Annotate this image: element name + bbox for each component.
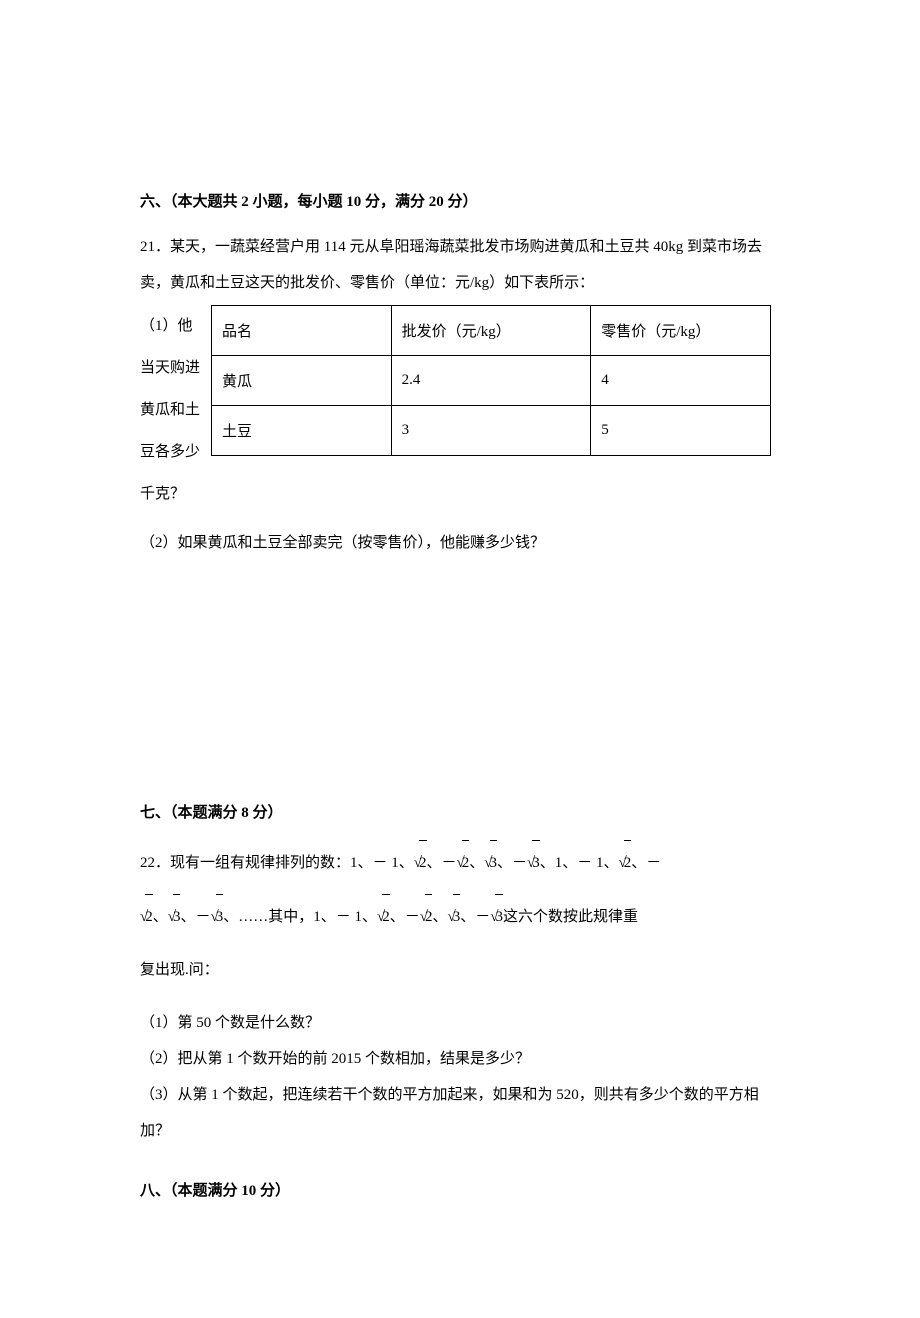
problem-22-line3: 复出现.问： (140, 948, 780, 993)
problem-22-subquestions: （1）第 50 个数是什么数？ （2）把从第 1 个数开始的前 2015 个数相… (140, 1005, 780, 1149)
l2-p3: 、……其中，1、－ 1、 (223, 909, 377, 925)
sqrt-2-icon: √2 (420, 894, 433, 940)
problem-22-line2: √2、√3、－√3、……其中，1、－ 1、√2、－√2、√3、－√3这六个数按此… (140, 894, 780, 940)
sqrt-2-icon: √2 (619, 840, 632, 886)
cell-potato-name: 土豆 (212, 406, 392, 456)
table-row-cucumber: 黄瓜 2.4 4 (212, 356, 771, 406)
seq-intro: 22．现有一组有规律排列的数：1、－ 1、 (140, 855, 414, 871)
table-header-row: 品名 批发价（元/kg） 零售价（元/kg） (212, 306, 771, 356)
sqrt-3-icon: √3 (448, 894, 461, 940)
sqrt-2-icon: √2 (377, 894, 390, 940)
section-8: 八、（本题满分 10 分） (140, 1179, 780, 1200)
sqrt-3-icon: √3 (527, 840, 540, 886)
section-6: 六、（本大题共 2 小题，每小题 10 分，满分 20 分） 21．某天，一蔬菜… (140, 190, 780, 561)
problem-22-line1: 22．现有一组有规律排列的数：1、－ 1、√2、－√2、√3、－√3、1、－ 1… (140, 840, 780, 886)
l2-p2: 、－ (180, 909, 210, 925)
section-7-title: 七、（本题满分 8 分） (140, 801, 780, 822)
sqrt-2-icon: √2 (140, 894, 153, 940)
l2-p6: 、－ (460, 909, 490, 925)
header-retail: 零售价（元/kg） (591, 306, 771, 356)
seq-p1: 、－ (427, 855, 457, 871)
sqrt-3-icon: √3 (211, 894, 224, 940)
header-wholesale: 批发价（元/kg） (391, 306, 591, 356)
sqrt-2-icon: √2 (457, 840, 470, 886)
section-7: 七、（本题满分 8 分） 22．现有一组有规律排列的数：1、－ 1、√2、－√2… (140, 801, 780, 1149)
cell-potato-wholesale: 3 (391, 406, 591, 456)
cell-potato-retail: 5 (591, 406, 771, 456)
sqrt-3-icon: √3 (490, 894, 503, 940)
seq-p3: 、－ (497, 855, 527, 871)
sqrt-2-icon: √2 (414, 840, 427, 886)
l2-p4: 、－ (390, 909, 420, 925)
price-table: 品名 批发价（元/kg） 零售价（元/kg） 黄瓜 2.4 4 土豆 3 5 (211, 305, 771, 456)
problem-21-body: （1）他当天购进黄瓜和土豆各多少千克？ 品名 批发价（元/kg） 零售价（元/k… (140, 305, 780, 515)
seq-p5: 、－ (631, 855, 661, 871)
cell-cucumber-name: 黄瓜 (212, 356, 392, 406)
problem-22-q3: （3）从第 1 个数起，把连续若干个数的平方加起来，如果和为 520，则共有多少… (140, 1077, 780, 1149)
problem-21-intro: 21．某天，一蔬菜经营户用 114 元从阜阳瑶海蔬菜批发市场购进黄瓜和土豆共 4… (140, 229, 780, 301)
problem-21-q1: （1）他当天购进黄瓜和土豆各多少千克？ (140, 305, 205, 515)
problem-22-q1: （1）第 50 个数是什么数？ (140, 1005, 780, 1041)
problem-21-q2: （2）如果黄瓜和土豆全部卖完（按零售价），他能赚多少钱？ (140, 525, 780, 561)
sqrt-3-icon: √3 (168, 894, 181, 940)
cell-cucumber-wholesale: 2.4 (391, 356, 591, 406)
table-row-potato: 土豆 3 5 (212, 406, 771, 456)
header-name: 品名 (212, 306, 392, 356)
section-6-title: 六、（本大题共 2 小题，每小题 10 分，满分 20 分） (140, 190, 780, 211)
problem-22-q2: （2）把从第 1 个数开始的前 2015 个数相加，结果是多少？ (140, 1041, 780, 1077)
l2-p1: 、 (153, 909, 168, 925)
seq-p2: 、 (469, 855, 484, 871)
l2-suffix: 这六个数按此规律重 (503, 909, 638, 925)
seq-p4: 、1、－ 1、 (540, 855, 619, 871)
cell-cucumber-retail: 4 (591, 356, 771, 406)
section-8-title: 八、（本题满分 10 分） (140, 1179, 780, 1200)
l2-p5: 、 (432, 909, 447, 925)
sqrt-3-icon: √3 (484, 840, 497, 886)
